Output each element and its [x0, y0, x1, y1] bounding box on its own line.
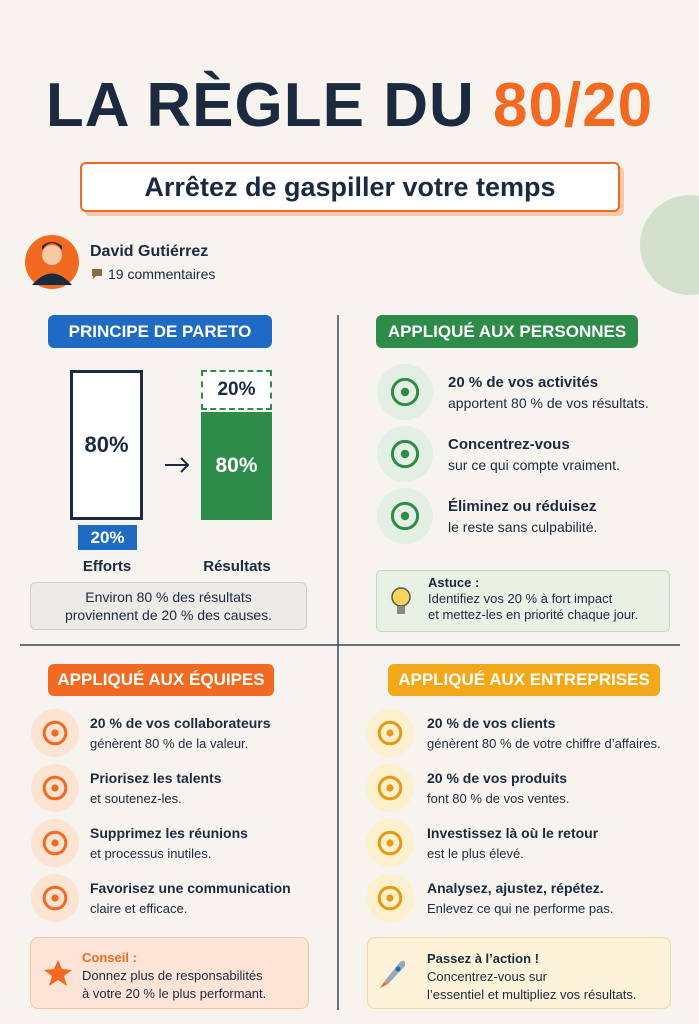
efforts-box: 80%	[70, 370, 143, 520]
item-title: 20 % de vos produits	[427, 770, 568, 786]
note-line: Environ 80 % des résultats	[85, 589, 252, 605]
item-icon	[366, 764, 414, 812]
title: LA RÈGLE DU 80/20	[0, 70, 699, 141]
results-label: Résultats	[203, 558, 271, 575]
item-icon	[31, 874, 79, 922]
tip-line: et mettez-les en priorité chaque jour.	[428, 607, 639, 622]
item-title: 20 % de vos collaborateurs	[90, 715, 271, 731]
item-icon	[377, 488, 433, 544]
item-text: apportent 80 % de vos résultats.	[448, 395, 649, 411]
author-name: David Gutiérrez	[90, 243, 209, 260]
author-comments: 19 commentaires	[108, 266, 216, 282]
item-icon	[31, 819, 79, 867]
item-title: Priorisez les talents	[90, 770, 222, 786]
item-text: Enlevez ce qui ne performe pas.	[427, 901, 614, 916]
item-text: et processus inutiles.	[90, 846, 212, 861]
item-text: font 80 % de vos ventes.	[427, 791, 570, 806]
tip-box	[367, 937, 671, 1009]
note-line: proviennent de 20 % des causes.	[64, 607, 273, 623]
title-accent: 80/20	[493, 71, 654, 140]
item-icon	[377, 364, 433, 420]
item-icon	[31, 709, 79, 757]
item-text: le reste sans culpabilité.	[448, 519, 598, 535]
title-main: LA RÈGLE DU	[45, 71, 475, 140]
item-text: génèrent 80 % de votre chiffre d’affaire…	[427, 736, 661, 751]
comment-icon	[92, 269, 102, 279]
item-title: 20 % de vos activités	[448, 374, 599, 391]
item-title: Favorisez une communication	[90, 880, 291, 896]
item-icon	[366, 819, 414, 867]
efforts-label: Efforts	[82, 558, 132, 575]
tip-label: Conseil :	[82, 950, 137, 965]
item-text: est le plus élevé.	[427, 846, 524, 861]
results-top: 20%	[201, 370, 272, 410]
section-heading: APPLIQUÉ AUX ENTREPRISES	[388, 664, 660, 696]
tip-box	[376, 570, 670, 632]
item-title: Analysez, ajustez, répétez.	[427, 880, 604, 896]
item-title: Concentrez-vous	[448, 436, 570, 453]
tip-box	[30, 937, 309, 1009]
item-text: génèrent 80 % de la valeur.	[90, 736, 249, 751]
item-icon	[366, 874, 414, 922]
tip-line: Identifiez vos 20 % à fort impact	[428, 591, 613, 606]
item-title: Supprimez les réunions	[90, 825, 248, 841]
results-bottom: 80%	[201, 412, 272, 520]
section-heading: APPLIQUÉ AUX ÉQUIPES	[48, 664, 274, 696]
item-title: Investissez là où le retour	[427, 825, 599, 841]
item-title: 20 % de vos clients	[427, 715, 556, 731]
tip-line: à votre 20 % le plus performant.	[82, 986, 267, 1001]
item-title: Éliminez ou réduisez	[448, 498, 597, 515]
tip-line: Donnez plus de responsabilités	[82, 968, 263, 983]
tip-line: l’essentiel et multipliez vos résultats.	[427, 987, 637, 1002]
tip-line: Concentrez-vous sur	[427, 969, 547, 984]
pareto-note: Environ 80 % des résultats proviennent d…	[30, 582, 307, 630]
item-icon	[377, 426, 433, 482]
efforts-small: 20%	[78, 525, 137, 550]
item-icon	[366, 709, 414, 757]
item-text: et soutenez-les.	[90, 791, 182, 806]
section-heading: PRINCIPE DE PARETO	[48, 315, 272, 348]
item-icon	[31, 764, 79, 812]
subtitle: Arrêtez de gaspiller votre temps	[80, 162, 620, 212]
item-text: claire et efficace.	[90, 901, 188, 916]
item-text: sur ce qui compte vraiment.	[448, 457, 620, 473]
tip-label: Passez à l’action !	[427, 951, 539, 966]
tip-label: Astuce :	[428, 575, 480, 590]
section-heading: APPLIQUÉ AUX PERSONNES	[376, 315, 638, 348]
